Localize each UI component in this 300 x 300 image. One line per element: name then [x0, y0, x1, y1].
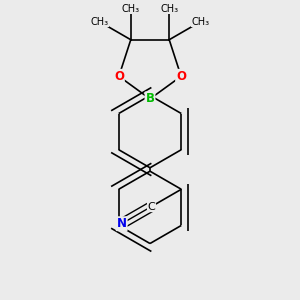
- Text: C: C: [148, 202, 155, 212]
- Text: CH₃: CH₃: [160, 4, 178, 14]
- Text: N: N: [117, 217, 127, 230]
- Text: B: B: [146, 92, 154, 105]
- Text: O: O: [114, 70, 124, 83]
- Text: CH₃: CH₃: [90, 17, 108, 27]
- Text: O: O: [176, 70, 186, 83]
- Text: CH₃: CH₃: [122, 4, 140, 14]
- Text: CH₃: CH₃: [192, 17, 210, 27]
